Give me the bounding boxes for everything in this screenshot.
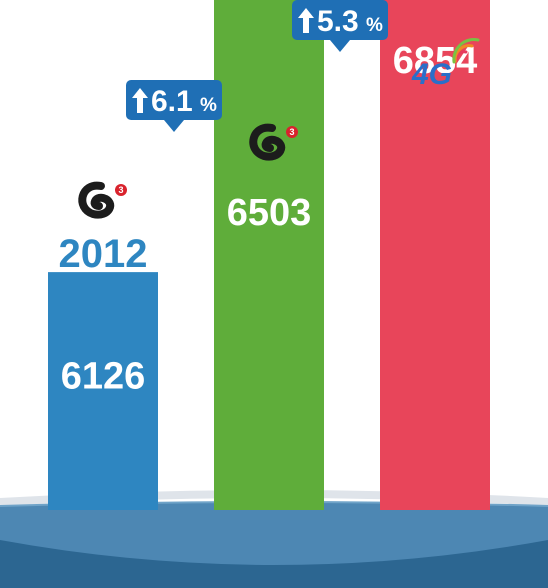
growth-unit: % bbox=[366, 15, 383, 36]
value-label-2013: 6503 bbox=[227, 192, 312, 234]
growth-value: 6.1 bbox=[151, 85, 193, 118]
bar-2013 bbox=[214, 0, 324, 510]
growth-unit: % bbox=[200, 95, 217, 116]
4g-logo-text: 4G bbox=[411, 58, 452, 91]
tick-label-2012: 2012 bbox=[59, 232, 148, 276]
value-label-2012: 6126 bbox=[61, 355, 146, 397]
g3-superscript: 3 bbox=[118, 185, 123, 195]
growth-value: 5.3 bbox=[317, 5, 359, 38]
g3-superscript: 3 bbox=[289, 127, 294, 137]
growth-badge-1: 6.1% bbox=[126, 80, 222, 132]
g3-logo-icon: 3 bbox=[82, 184, 127, 215]
